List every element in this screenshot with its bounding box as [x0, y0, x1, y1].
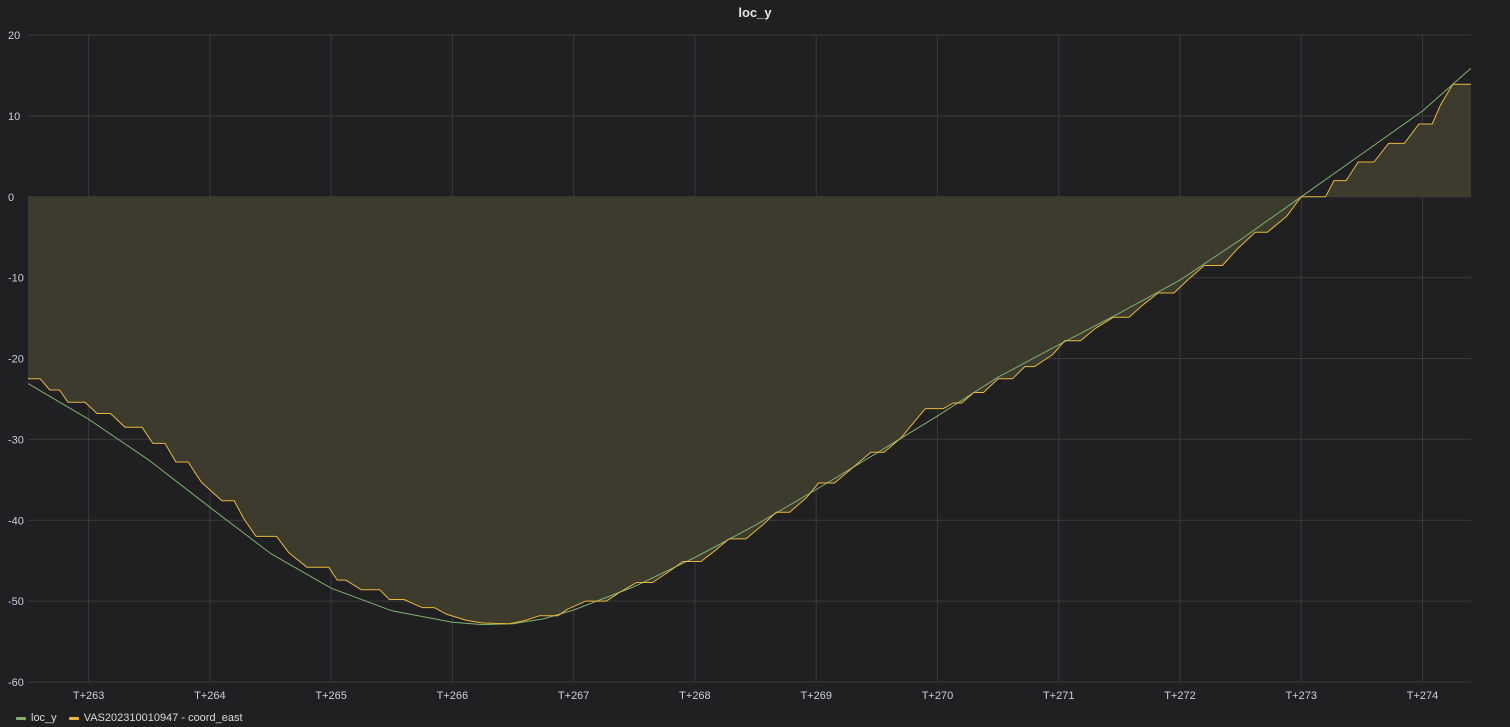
coord-east-line [28, 83, 1471, 625]
x-axis-ticks: T+263 T+264 T+265 T+266 T+267 T+268 T+269 T+270… [73, 690, 1438, 702]
x-tick-label: T+269 [800, 690, 832, 702]
panel-title[interactable]: loc_y [738, 5, 772, 20]
legend-label-loc-y: loc_y [31, 712, 57, 724]
y-tick-label: -30 [8, 434, 24, 446]
y-tick-label: 0 [8, 192, 14, 204]
y-tick-label: -50 [8, 596, 24, 608]
x-tick-label: T+273 [1285, 690, 1317, 702]
y-tick-label: -60 [8, 677, 24, 689]
y-tick-label: 10 [8, 111, 20, 123]
x-tick-label: T+265 [315, 690, 347, 702]
x-tick-label: T+271 [1043, 690, 1075, 702]
x-tick-label: T+263 [73, 690, 105, 702]
coord-east-area [28, 84, 1471, 624]
y-tick-label: -20 [8, 354, 24, 366]
legend-swatch-loc-y [16, 716, 26, 720]
y-tick-label: 20 [8, 30, 20, 42]
y-tick-label: -40 [8, 515, 24, 527]
loc-y-line [27, 67, 1472, 626]
x-tick-label: T+264 [194, 690, 226, 702]
legend-label-coord-east: VAS202310010947 - coord_east [83, 712, 243, 724]
x-tick-label: T+266 [437, 690, 469, 702]
y-tick-label: -10 [8, 273, 24, 285]
legend-item-coord-east[interactable]: VAS202310010947 - coord_east [68, 712, 243, 724]
x-tick-label: T+272 [1164, 690, 1196, 702]
x-tick-label: T+267 [558, 690, 590, 702]
legend: loc_y VAS202310010947 - coord_east [16, 711, 243, 725]
series-area [28, 84, 1471, 624]
legend-item-loc-y[interactable]: loc_y [16, 712, 57, 724]
legend-swatch-coord-east [68, 716, 79, 720]
x-tick-label: T+274 [1407, 690, 1439, 702]
series-lines [27, 67, 1472, 626]
x-tick-label: T+268 [679, 690, 711, 702]
y-axis-ticks: 20 10 0 -10 -20 -30 -40 -50 -60 [8, 30, 24, 689]
x-tick-label: T+270 [922, 690, 954, 702]
